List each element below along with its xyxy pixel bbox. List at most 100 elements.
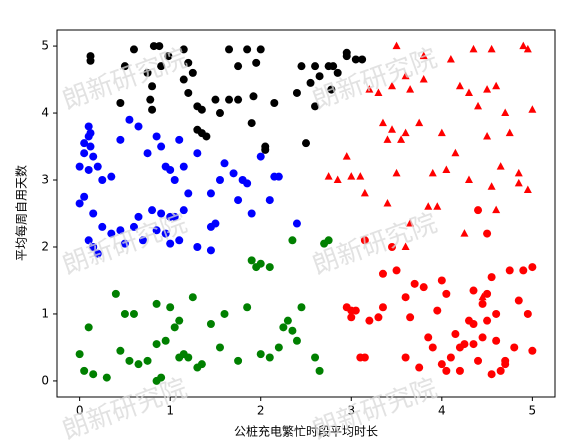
point — [315, 366, 324, 375]
point — [175, 135, 184, 144]
point — [120, 239, 129, 248]
point — [188, 293, 197, 302]
point — [378, 269, 387, 278]
point — [225, 95, 234, 104]
triangle-point — [505, 128, 514, 137]
point — [270, 98, 279, 107]
triangle-point — [478, 292, 487, 301]
point — [152, 340, 161, 349]
point — [487, 370, 496, 379]
point — [279, 323, 288, 332]
point — [164, 52, 173, 61]
point — [374, 313, 383, 322]
point — [252, 263, 261, 272]
point — [410, 279, 419, 288]
point — [206, 320, 215, 329]
point — [311, 353, 320, 362]
x-tick-label: 4 — [438, 404, 446, 418]
point — [225, 45, 234, 54]
triangle-point — [464, 88, 473, 96]
point — [166, 212, 175, 221]
point — [329, 62, 338, 71]
point — [261, 145, 270, 154]
point — [243, 179, 252, 188]
y-tick-label: 2 — [41, 239, 49, 253]
triangle-point — [433, 202, 442, 210]
point — [93, 249, 102, 258]
point — [116, 226, 125, 235]
triangle-point — [324, 172, 333, 180]
point — [283, 316, 292, 325]
y-tick-label: 3 — [41, 173, 49, 187]
point — [84, 165, 93, 174]
point — [360, 236, 369, 245]
triangle-point — [442, 165, 451, 173]
triangle-point — [483, 85, 492, 93]
point — [166, 165, 175, 174]
point — [358, 55, 367, 64]
point — [234, 196, 243, 205]
point — [188, 68, 197, 77]
point — [175, 236, 184, 245]
point — [157, 209, 166, 218]
point — [197, 105, 206, 114]
point — [256, 45, 265, 54]
point — [256, 152, 265, 161]
triangle-point — [397, 135, 406, 143]
triangle-point — [460, 229, 469, 237]
point — [342, 52, 351, 61]
point — [292, 219, 301, 228]
point — [80, 192, 89, 201]
point — [247, 209, 256, 218]
point — [478, 333, 487, 342]
point — [166, 239, 175, 248]
point — [469, 320, 478, 329]
triangle-point — [401, 128, 410, 137]
triangle-point — [388, 125, 397, 133]
point — [166, 303, 175, 312]
point — [179, 162, 188, 171]
point — [143, 356, 152, 365]
point — [116, 346, 125, 355]
point — [288, 326, 297, 335]
triangle-point — [342, 152, 351, 160]
point — [419, 283, 428, 292]
point — [501, 360, 510, 369]
point — [401, 293, 410, 302]
point — [415, 363, 424, 372]
point — [478, 299, 487, 308]
point — [161, 229, 170, 238]
point — [274, 172, 283, 181]
triangle-point — [392, 168, 401, 177]
point — [125, 115, 134, 124]
point — [347, 313, 356, 322]
point — [442, 289, 451, 298]
point — [157, 373, 166, 382]
point — [80, 149, 89, 158]
point — [111, 289, 120, 298]
triangle-point — [492, 205, 501, 214]
point — [193, 149, 202, 158]
point — [229, 169, 238, 178]
point — [483, 316, 492, 325]
point — [89, 209, 98, 218]
point — [220, 159, 229, 168]
point — [80, 366, 89, 375]
point — [75, 199, 84, 208]
point — [433, 306, 442, 315]
point — [107, 172, 116, 181]
point — [193, 242, 202, 251]
point — [483, 229, 492, 238]
triangle-point — [514, 168, 523, 177]
triangle-point — [446, 54, 455, 63]
point — [292, 336, 301, 345]
triangle-point — [419, 51, 428, 60]
point — [134, 360, 143, 369]
point — [528, 263, 537, 272]
point — [469, 286, 478, 295]
y-axis-label: 平均每周自用天数 — [14, 165, 29, 261]
point — [360, 353, 369, 362]
point — [143, 68, 152, 77]
triangle-point — [496, 162, 505, 170]
triangle-point — [406, 85, 415, 93]
